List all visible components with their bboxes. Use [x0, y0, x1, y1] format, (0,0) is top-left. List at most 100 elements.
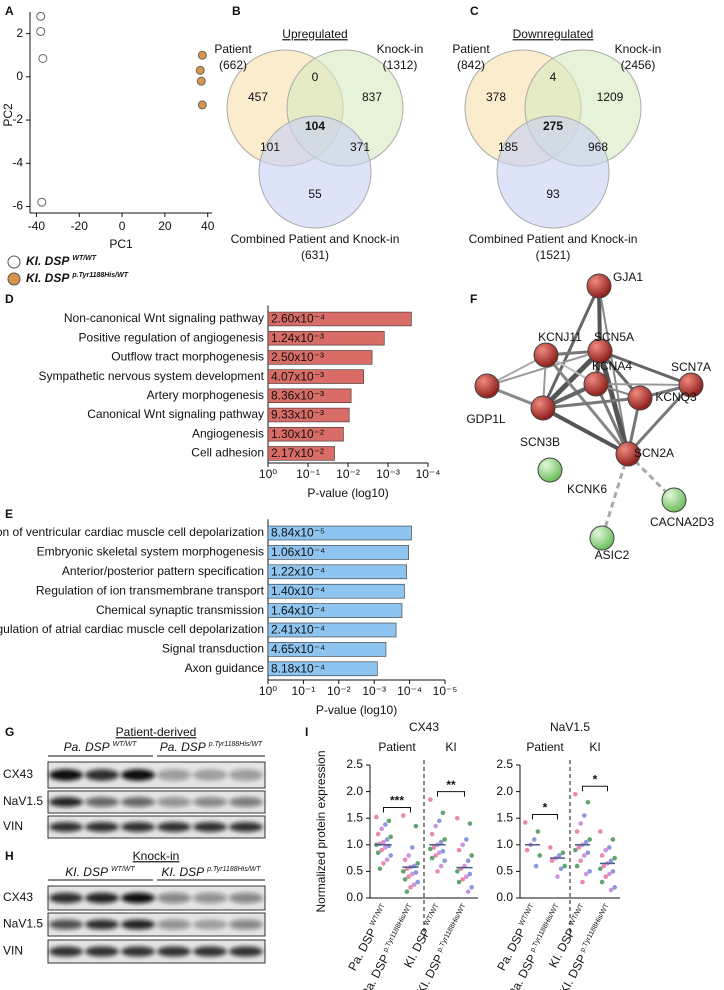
point	[383, 845, 388, 850]
venn-region-count: 275	[543, 119, 563, 133]
x-tick-label: 20	[158, 219, 172, 233]
blot-group-label: Pa. DSP WT/WT	[64, 740, 137, 754]
network-node	[589, 525, 615, 551]
venn-region-count: 185	[498, 140, 518, 154]
chart-title: CX43	[409, 720, 439, 734]
blot-band	[121, 919, 155, 930]
legend-label-part: KI. DSP	[26, 254, 70, 268]
blot-band	[157, 769, 191, 781]
blot-title: Patient-derived	[116, 725, 197, 739]
network-edge-dashed	[600, 453, 630, 539]
y-tick-label: 0.0	[496, 890, 513, 904]
point	[415, 861, 421, 866]
legend-label: KI. DSP p.Tyr1188His/WT	[26, 271, 129, 285]
panel-letter: H	[5, 849, 14, 863]
point	[582, 853, 587, 858]
point	[410, 845, 415, 850]
legend-label-part: WT/WT	[72, 255, 96, 262]
blot-band	[193, 797, 227, 807]
blot-group-label-part: KI. DSP	[65, 865, 108, 879]
venn-region-count: 968	[588, 140, 608, 154]
venn-set-label: Combined Patient and Knock-in	[231, 232, 400, 246]
legend-swatch	[7, 272, 21, 286]
point	[437, 850, 442, 856]
value-label: 2.17x10⁻²	[271, 446, 324, 460]
blot-band	[229, 892, 263, 904]
network-edge	[541, 349, 602, 410]
point	[379, 826, 385, 832]
value-label: 4.65x10⁻⁴	[271, 642, 325, 656]
point	[401, 813, 406, 818]
blot-frame	[47, 790, 266, 814]
point	[456, 847, 462, 853]
group-label: Patient	[378, 740, 416, 754]
bar	[267, 388, 352, 404]
blot-band	[121, 797, 155, 807]
venn-set-count: (2456)	[621, 58, 656, 72]
x-tick-label: 10⁻²	[327, 684, 351, 698]
y-tick-label: -2	[12, 112, 23, 126]
point	[574, 829, 580, 834]
venn-set-count: (631)	[301, 248, 329, 262]
point	[537, 853, 542, 858]
point	[573, 791, 578, 797]
point	[375, 831, 381, 837]
y-tick-label: 1.5	[346, 810, 363, 824]
category-label: Axon guidance	[185, 661, 265, 675]
y-axis-label: PC2	[1, 103, 15, 127]
blot-frame	[47, 912, 266, 937]
bar	[267, 564, 407, 580]
point	[435, 869, 440, 874]
point	[535, 829, 541, 834]
blot-band	[157, 919, 191, 930]
network-node	[627, 385, 653, 411]
network-node	[533, 342, 559, 368]
panel-letter: D	[5, 292, 14, 306]
value-label: 1.40x10⁻⁴	[271, 584, 325, 598]
point	[610, 837, 616, 842]
point	[37, 197, 47, 207]
blot-row-label: CX43	[3, 767, 33, 781]
blot-group-label: Pa. DSP p.Tyr1188His/WT	[160, 740, 263, 754]
point	[411, 882, 417, 887]
point	[558, 866, 564, 872]
point	[381, 861, 386, 866]
y-tick-label: 2.0	[496, 784, 513, 798]
venn-region-count: 457	[248, 90, 268, 104]
point	[374, 814, 379, 820]
point	[601, 863, 607, 869]
venn-set-count: (662)	[219, 58, 247, 72]
point	[442, 837, 448, 842]
network-label: ASIC2	[595, 548, 630, 562]
point	[438, 839, 444, 845]
x-tick-label: 10⁻⁴	[416, 467, 441, 481]
network-label: SCN3B	[520, 435, 560, 449]
point	[440, 810, 446, 816]
venn-region-count: 101	[260, 140, 280, 154]
blot-group-label-part: WT/WT	[111, 866, 135, 873]
blot-band	[85, 946, 119, 957]
point	[523, 820, 528, 825]
blot-band	[85, 919, 119, 930]
blot-band	[157, 822, 191, 832]
point	[532, 837, 537, 842]
point	[465, 889, 471, 894]
network-edge	[542, 406, 629, 456]
point	[195, 65, 205, 75]
bar	[267, 407, 350, 423]
point	[401, 869, 406, 874]
legend-label-part: KI. DSP	[26, 271, 70, 285]
blot-group-label: KI. DSP WT/WT	[65, 865, 135, 879]
venn-set-count: (1312)	[383, 58, 418, 72]
network-node	[537, 457, 563, 483]
blot-band	[229, 822, 263, 832]
category-label: Regulation of atrial cardiac muscle cell…	[0, 622, 264, 636]
x-tick-label: 10⁰	[259, 467, 277, 481]
panel-letter: G	[5, 725, 14, 739]
blot-band	[229, 797, 263, 807]
point	[557, 853, 562, 858]
value-label: 4.07x10⁻³	[271, 369, 324, 383]
network-edge	[597, 350, 631, 455]
x-tick-label: 40	[201, 219, 215, 233]
blot-group-label-part: KI. DSP	[161, 865, 204, 879]
